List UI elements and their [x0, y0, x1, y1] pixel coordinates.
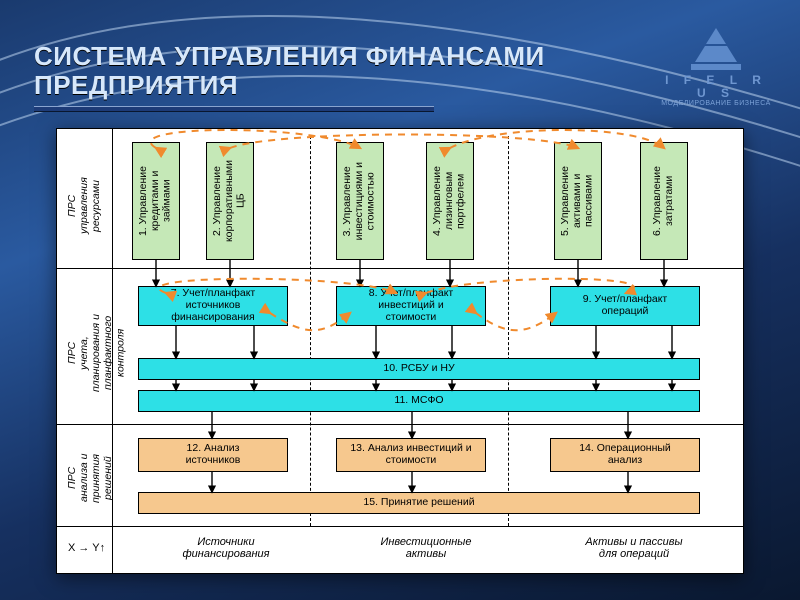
box-g4: 4. Управлениелизинговымпортфелем [426, 142, 474, 260]
column-label-2: Активы и пассивыдля операций [554, 536, 714, 560]
logo-subtitle: МОДЕЛИРОВАНИЕ БИЗНЕСА [656, 100, 776, 108]
box-g1: 1. Управлениекредитами изаймами [132, 142, 180, 260]
box-c9: 9. Учет/планфактопераций [550, 286, 700, 326]
row-label-2: ПРСанализа ипринятиярешений [66, 434, 84, 522]
box-g3: 3. Управлениеинвестициями истоимостью [336, 142, 384, 260]
axis-footnote: X → Y↑ [68, 542, 105, 554]
column-label-1: Инвестиционныеактивы [356, 536, 496, 560]
box-c10: 10. РСБУ и НУ [138, 358, 700, 380]
box-t15: 15. Принятие решений [138, 492, 700, 514]
box-g2: 2. УправлениекорпоративнымиЦБ [206, 142, 254, 260]
box-g5: 5. Управлениеактивами ипассивами [554, 142, 602, 260]
row-divider [56, 424, 744, 425]
diagram-panel: ПРСуправленияресурсами ПРСучета,планирова… [56, 128, 744, 574]
row-divider [56, 268, 744, 269]
title-line-2: ПРЕДПРИЯТИЯ [34, 70, 238, 100]
box-t12: 12. Анализисточников [138, 438, 288, 472]
slide-title: СИСТЕМА УПРАВЛЕНИЯ ФИНАНСАМИ ПРЕДПРИЯТИЯ [34, 42, 545, 99]
box-g6: 6. Управлениезатратами [640, 142, 688, 260]
box-c11: 11. МСФО [138, 390, 700, 412]
row-label-1: ПРСучета,планирования ипланфактногоконтр… [66, 288, 84, 418]
title-line-1: СИСТЕМА УПРАВЛЕНИЯ ФИНАНСАМИ [34, 41, 545, 71]
box-t13: 13. Анализ инвестиций истоимости [336, 438, 486, 472]
column-divider [310, 136, 311, 526]
row-divider [56, 526, 744, 527]
box-c7: 7. Учет/планфактисточниковфинансирования [138, 286, 288, 326]
company-logo: I F E L R U S МОДЕЛИРОВАНИЕ БИЗНЕСА [656, 28, 776, 108]
box-c8: 8. Учет/планфактинвестиций истоимости [336, 286, 486, 326]
column-label-0: Источникифинансирования [156, 536, 296, 560]
logo-brand: I F E L R U S [656, 74, 776, 100]
row-label-0: ПРСуправленияресурсами [66, 156, 84, 256]
box-t14: 14. Операционныйанализ [550, 438, 700, 472]
column-divider [508, 136, 509, 526]
title-underline [34, 106, 434, 112]
